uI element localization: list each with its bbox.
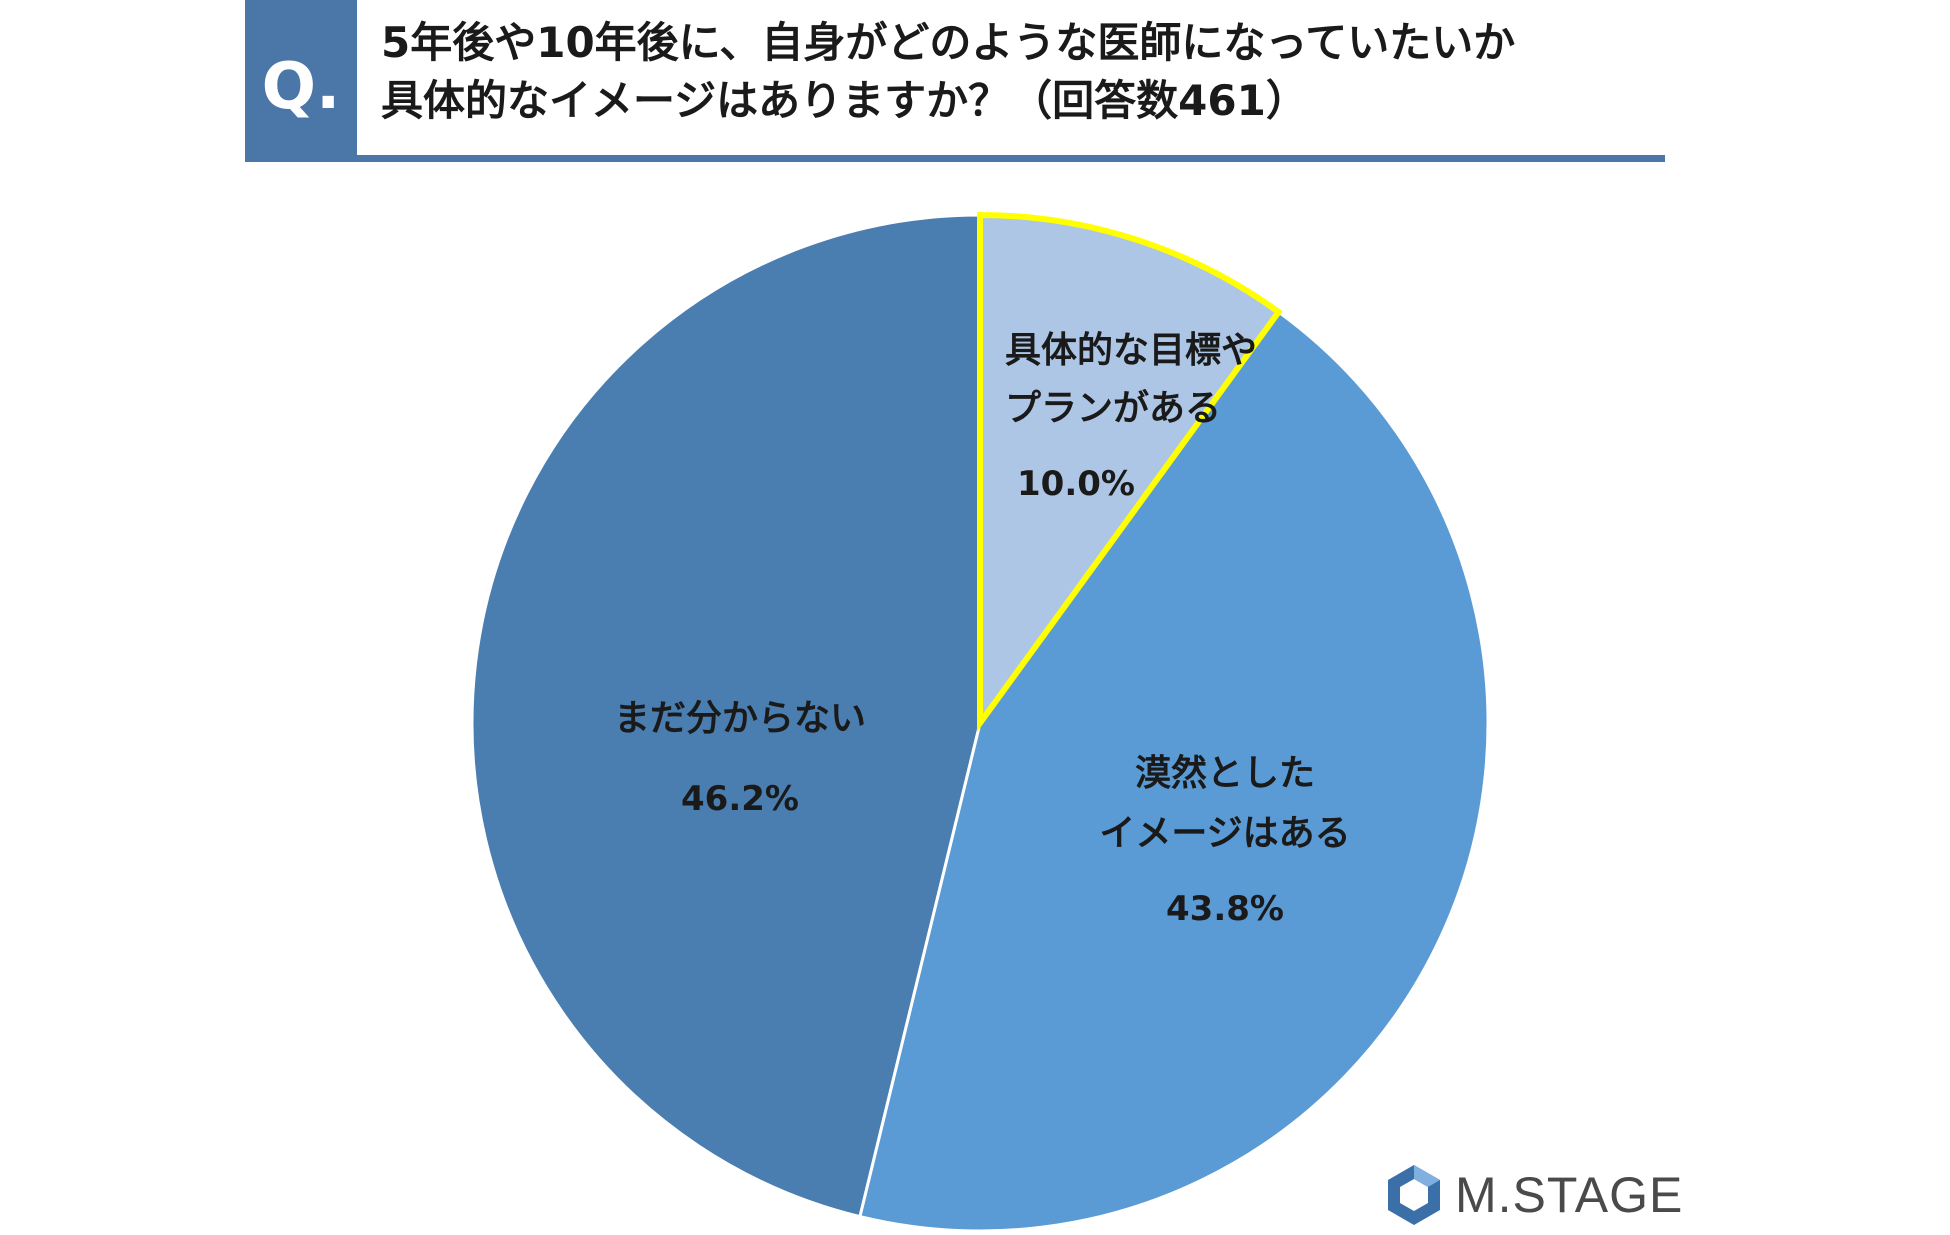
- mstage-hexagon-logo-icon: [1388, 1165, 1440, 1225]
- slice-1-value-label: 10.0%: [1017, 464, 1135, 504]
- question-title: 5年後や10年後に、自身がどのような医師になっていたいか 具体的なイメージはあり…: [381, 14, 1651, 130]
- question-mark-badge: Q.: [245, 0, 357, 155]
- slice-3-value-label: 46.2%: [681, 779, 799, 819]
- pie-slice-3: [470, 213, 982, 1219]
- question-header: Q. 5年後や10年後に、自身がどのような医師になっていたいか 具体的なイメージ…: [245, 0, 1665, 162]
- slice-1-label-line-2: プランがある: [1005, 388, 1221, 429]
- slice-1-label-line-1: 具体的な目標や: [1005, 330, 1257, 371]
- header-underline: [245, 155, 1665, 162]
- pie-slice-2: [858, 309, 1490, 1233]
- slice-2-label-line-2: イメージはある: [1099, 813, 1350, 854]
- pie-slices: [470, 211, 1490, 1233]
- slice-2-label-line-1: 漠然とした: [1135, 752, 1315, 794]
- logo-text: M.STAGE: [1455, 1167, 1684, 1223]
- question-title-line-1: 5年後や10年後に、自身がどのような医師になっていたいか: [381, 18, 1516, 67]
- slice-2-value-label: 43.8%: [1166, 889, 1284, 929]
- question-title-line-2: 具体的なイメージはありますか？（回答数461）: [381, 76, 1308, 125]
- slice-3-label-line-1: まだ分からない: [614, 698, 866, 739]
- mstage-logo: M.STAGE: [1385, 1160, 1683, 1230]
- pie-slice-1: [977, 211, 1283, 733]
